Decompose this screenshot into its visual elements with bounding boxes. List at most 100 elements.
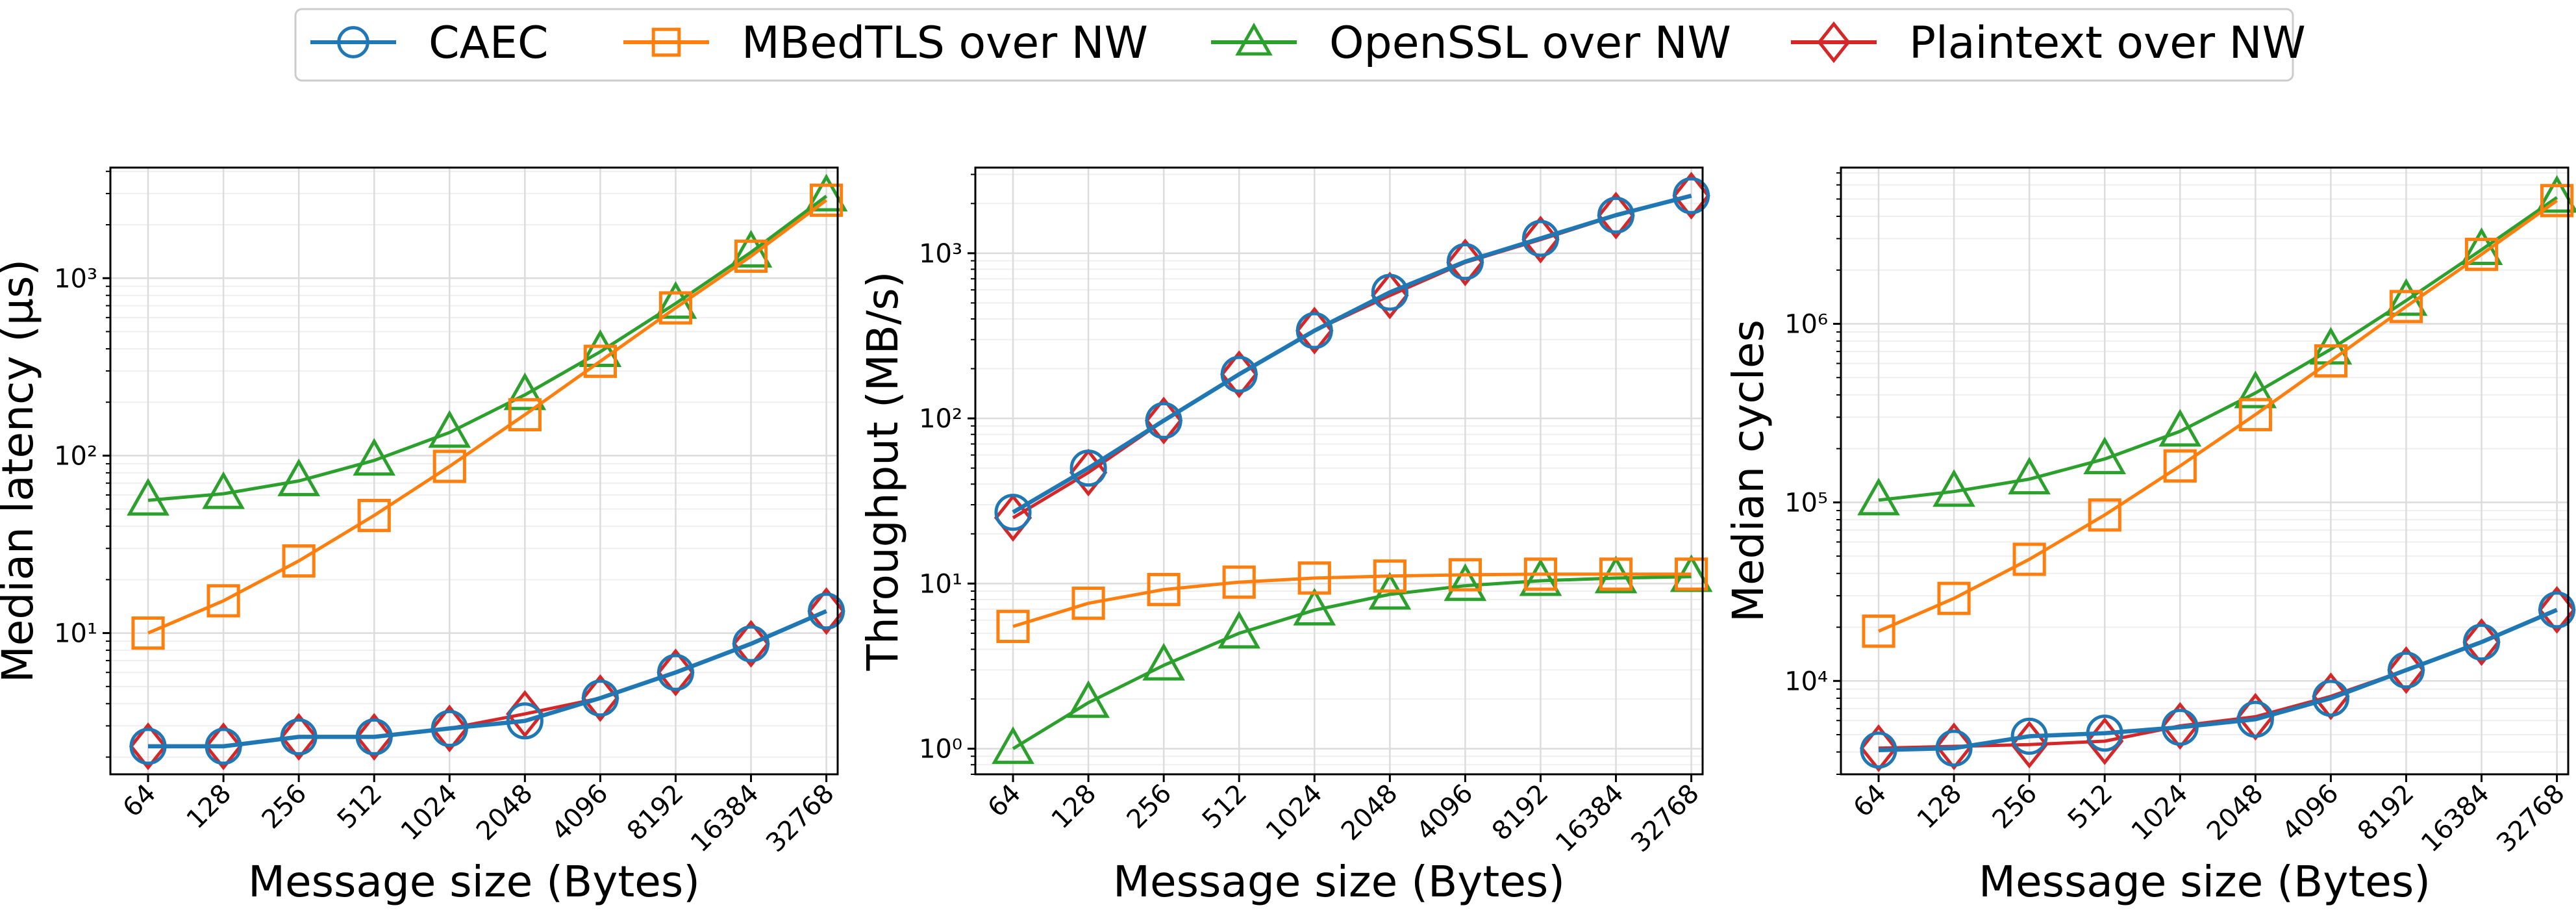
y-tick-label: 10¹ [919, 569, 962, 599]
y-tick-label: 10⁰ [919, 735, 962, 765]
y-tick-label: 10⁵ [1784, 488, 1828, 518]
cycles-chart: 10⁴ 10⁵ 10⁶ 64 128 256 512 1024 2048 4096 81921638… [1723, 166, 2576, 907]
x-tick-label: 4096 [1411, 779, 1479, 847]
legend-marker-square-icon [651, 27, 681, 57]
data-point [432, 450, 466, 483]
x-tick-label: 64 [118, 779, 162, 824]
data-point [581, 674, 619, 722]
data-point [805, 173, 848, 212]
data-point [2387, 646, 2425, 694]
data-point [206, 584, 240, 618]
legend-entry-caec: CAEC [310, 18, 548, 69]
data-point [1147, 572, 1181, 607]
data-point [1935, 729, 1973, 767]
data-point [1293, 587, 1336, 626]
data-point [1222, 565, 1256, 599]
x-tick-label: 32768 [1625, 779, 1705, 859]
data-point [1069, 448, 1108, 497]
x-tick-label: 4096 [546, 779, 614, 847]
y-tick-label: 10³ [54, 264, 97, 294]
data-point [996, 609, 1030, 643]
x-tick-label: 512 [1197, 779, 1253, 835]
data-point [2086, 715, 2123, 752]
x-tick-label: 128 [1046, 779, 1103, 835]
data-point [431, 709, 468, 747]
data-point [2538, 591, 2576, 629]
data-point [431, 704, 469, 753]
data-point [1071, 587, 1105, 620]
data-point [1597, 196, 1635, 234]
legend-label: CAEC [429, 18, 548, 69]
legend-marker-triangle-icon [1235, 22, 1273, 56]
data-point [732, 625, 770, 663]
data-point [2163, 449, 2197, 483]
data-point [127, 477, 169, 516]
data-point [1145, 401, 1182, 439]
legend-label: MBedTLS over NW [742, 18, 1148, 69]
series-mbedtls-over-nw [996, 557, 1708, 643]
x-tick-label: 8192 [2352, 779, 2420, 847]
x-tick-label: 128 [181, 779, 238, 835]
data-point [1860, 731, 1897, 769]
x-tick-label: 8192 [621, 779, 690, 847]
data-point [1142, 642, 1186, 681]
x-tick-label: 4096 [2277, 779, 2345, 847]
y-tick-label: 10⁶ [1784, 310, 1828, 340]
series-line [1012, 575, 1692, 750]
legend: CAEC MBedTLS over NW OpenSSL over NW Plaint… [294, 8, 2306, 82]
data-point [1521, 216, 1560, 264]
data-point [2010, 717, 2048, 755]
plot-frame [974, 166, 1704, 776]
data-point [1597, 192, 1635, 240]
x-tick-label: 2048 [471, 779, 539, 847]
data-point [2464, 237, 2499, 272]
plot-frame [109, 166, 839, 776]
series-line [1878, 196, 2558, 502]
data-point [131, 616, 165, 650]
data-point [129, 722, 168, 770]
data-point [2161, 709, 2199, 746]
series-line [147, 199, 828, 635]
series-caec [1860, 591, 2576, 769]
data-point [2161, 702, 2199, 750]
grid [1841, 168, 2568, 775]
data-point [1932, 469, 1975, 507]
data-point [1220, 355, 1258, 393]
x-tick-label: 16384 [1550, 779, 1630, 859]
data-point [2387, 652, 2425, 689]
x-tick-label: 1024 [2126, 779, 2194, 847]
x-tick-label: 256 [1121, 779, 1178, 835]
data-point [1859, 724, 1898, 772]
x-tick-label: 256 [256, 779, 313, 835]
series-line [1012, 194, 1692, 514]
y-tick-label: 10¹ [54, 619, 97, 649]
x-tick-label: 64 [1848, 779, 1893, 824]
data-point [1295, 312, 1333, 349]
x-tick-label: 256 [1987, 779, 2044, 835]
x-axis-label: Message size (Bytes) [1113, 857, 1565, 907]
data-point [279, 713, 318, 761]
data-point [1448, 558, 1482, 592]
series-line [1012, 194, 1692, 520]
data-point [357, 498, 391, 533]
data-point [1371, 273, 1408, 311]
data-point [1862, 614, 1895, 648]
data-point [994, 494, 1032, 542]
data-point [2012, 542, 2046, 576]
data-point [428, 410, 471, 448]
plot-frame [1840, 166, 2570, 776]
data-point [280, 718, 318, 755]
data-point [2462, 623, 2501, 661]
x-tick-label: 1024 [395, 779, 464, 847]
series-line [147, 194, 828, 502]
data-point [2083, 437, 2127, 475]
data-point [808, 592, 845, 630]
data-point [277, 458, 321, 496]
data-point [1373, 559, 1407, 593]
data-point [2312, 679, 2349, 717]
series-line [1878, 608, 2558, 750]
data-point [1934, 722, 1973, 770]
x-tick-label: 512 [2062, 779, 2119, 835]
legend-frame [294, 8, 2294, 82]
x-tick-label: 64 [982, 779, 1027, 824]
